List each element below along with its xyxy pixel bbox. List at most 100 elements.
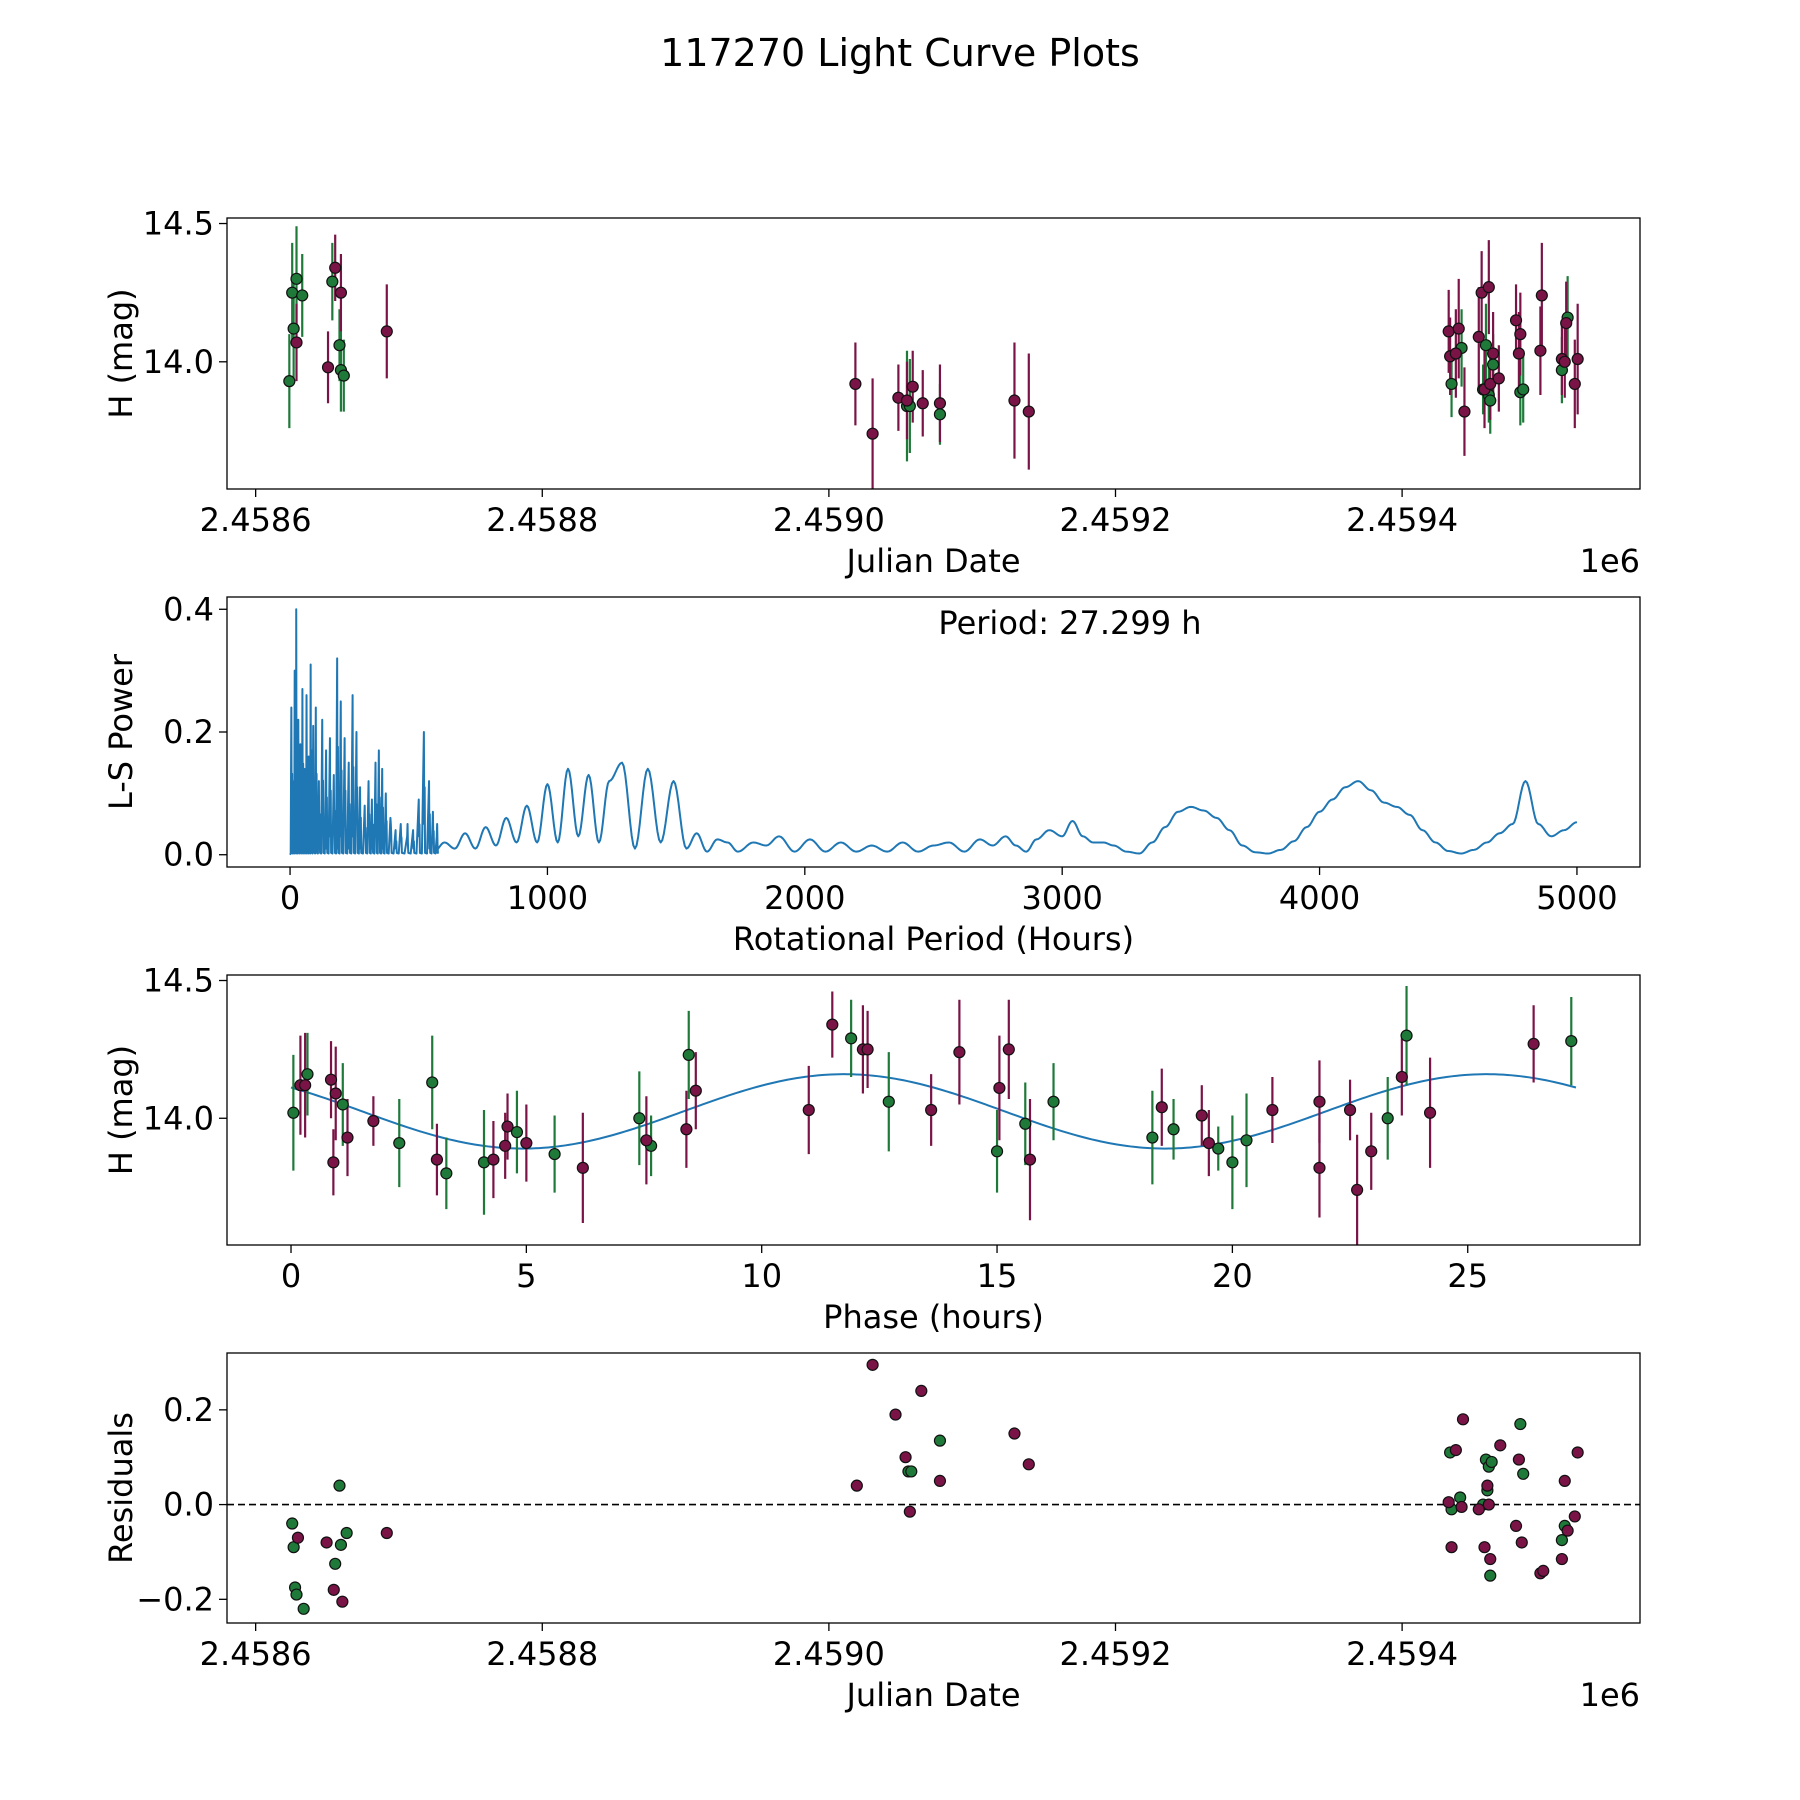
raw-maroon-point (1492, 372, 1505, 385)
phased-green-point (1146, 1131, 1159, 1144)
residuals-maroon-point (1022, 1458, 1035, 1471)
raw-x-axis-label: Julian Date (844, 542, 1020, 580)
raw-light-curve-panel: 2.4586 2.4588 2.4590 2.4592 2.4594 14.0 14.5 J… (102, 205, 1641, 580)
phased-maroon-point (993, 1081, 1006, 1095)
phased-maroon-point (1313, 1161, 1326, 1174)
residuals-y-tick-label: −0.2 (136, 1580, 214, 1618)
phased-maroon-point (861, 1043, 874, 1056)
raw-maroon-point (900, 394, 914, 407)
periodogram-line (289, 608, 1578, 856)
period-annotation: Period: 27.299 h (938, 604, 1201, 642)
phased-maroon-point (1023, 1153, 1037, 1166)
residuals-maroon-point (915, 1384, 928, 1397)
periodogram-x-tick-label: 1000 (507, 879, 588, 917)
residuals-maroon-point (1442, 1496, 1455, 1509)
residuals-green-point (329, 1557, 342, 1570)
raw-maroon-point (290, 336, 303, 349)
raw-maroon-point (1458, 405, 1471, 418)
residuals-maroon-point (1455, 1500, 1468, 1514)
residuals-maroon-point (1537, 1564, 1550, 1577)
residuals-y-tick-label: 0.0 (163, 1486, 214, 1524)
phased-maroon-point (499, 1139, 512, 1152)
residuals-maroon-point (899, 1451, 912, 1464)
raw-maroon-point (334, 286, 348, 299)
raw-maroon-point (1472, 330, 1485, 344)
raw-maroon-point (321, 361, 335, 374)
residuals-green-point (333, 1479, 346, 1492)
raw-maroon-point (1482, 281, 1495, 294)
phased-maroon-point (327, 1156, 340, 1169)
residuals-x-tick-label: 2.4588 (486, 1635, 598, 1673)
phased-green-point (1212, 1142, 1225, 1155)
phased-maroon-point (689, 1084, 702, 1097)
raw-maroon-point (1512, 347, 1526, 360)
phased-green-point (845, 1032, 858, 1045)
residuals-x-tick-label: 2.4586 (200, 1635, 312, 1673)
raw-x-tick-label: 2.4592 (1060, 501, 1172, 539)
residuals-maroon-point (1445, 1541, 1458, 1554)
phased-green-point (426, 1076, 439, 1089)
phased-green-point (393, 1136, 406, 1150)
residuals-maroon-point (320, 1536, 333, 1549)
residuals-green-point (286, 1517, 299, 1530)
phased-maroon-point (1155, 1101, 1168, 1114)
residuals-maroon-point (850, 1479, 863, 1492)
periodogram-plot-frame (226, 596, 1641, 868)
phased-maroon-point (1351, 1183, 1364, 1196)
phased-green-point (336, 1098, 349, 1111)
raw-maroon-point (1449, 347, 1462, 360)
raw-maroon-point (1568, 377, 1581, 391)
periodogram-x-tick-label: 0 (280, 879, 300, 917)
phased-green-point (1047, 1095, 1060, 1108)
raw-x-tick-label: 2.4588 (486, 501, 598, 539)
raw-maroon-point (866, 427, 879, 440)
raw-y-tick-label: 14.5 (143, 205, 214, 243)
phased-x-tick-label: 20 (1212, 1257, 1253, 1295)
raw-green-point (1517, 383, 1530, 396)
raw-maroon-point (380, 325, 393, 338)
phased-green-point (882, 1095, 895, 1108)
raw-maroon-point (329, 261, 342, 274)
residuals-plot-frame (226, 1352, 1641, 1624)
residuals-maroon-point (1515, 1536, 1528, 1549)
residuals-green-point (290, 1588, 303, 1601)
raw-plot-frame (226, 217, 1641, 490)
phased-light-curve-panel: 0 5 10 15 20 25 14.0 14.5 Phase (hours) H (mag) (102, 962, 1641, 1336)
phased-maroon-point (1343, 1103, 1357, 1117)
raw-maroon-point (906, 380, 919, 393)
residuals-maroon-point (1494, 1439, 1507, 1452)
raw-maroon-point (1509, 314, 1523, 327)
residuals-maroon-point (1478, 1541, 1491, 1554)
residuals-maroon-point (380, 1526, 393, 1540)
phased-maroon-point (953, 1046, 966, 1059)
phased-green-point (301, 1068, 314, 1081)
residuals-green-point (1485, 1455, 1498, 1469)
raw-maroon-point (1514, 328, 1527, 341)
phased-green-point (1167, 1123, 1180, 1136)
phased-green-point (1226, 1156, 1239, 1169)
phased-maroon-point (802, 1103, 815, 1117)
phased-maroon-point (341, 1131, 354, 1144)
periodogram-x-tick-label: 5000 (1536, 879, 1617, 917)
raw-maroon-point (1484, 377, 1497, 391)
phased-green-point (510, 1125, 524, 1139)
periodogram-y-tick-label: 0.4 (163, 590, 214, 628)
phased-maroon-point (367, 1114, 380, 1128)
phased-maroon-point (1002, 1043, 1015, 1056)
phased-y-tick-label: 14.5 (143, 962, 214, 1000)
figure-title: 117270 Light Curve Plots (660, 31, 1140, 75)
phased-maroon-point (1365, 1145, 1378, 1158)
raw-maroon-point (933, 397, 947, 410)
residuals-x-tick-label: 2.4592 (1060, 1635, 1172, 1673)
phased-y-axis-label: H (mag) (102, 1045, 140, 1175)
residuals-green-point (905, 1465, 918, 1478)
phased-green-point (990, 1145, 1004, 1158)
phased-x-tick-label: 10 (741, 1257, 782, 1295)
phased-green-point (287, 1106, 300, 1119)
phased-maroon-point (430, 1153, 444, 1166)
residuals-maroon-point (291, 1531, 305, 1544)
phased-maroon-point (1527, 1037, 1540, 1050)
phased-green-point (440, 1167, 453, 1180)
residuals-maroon-point (889, 1408, 902, 1421)
